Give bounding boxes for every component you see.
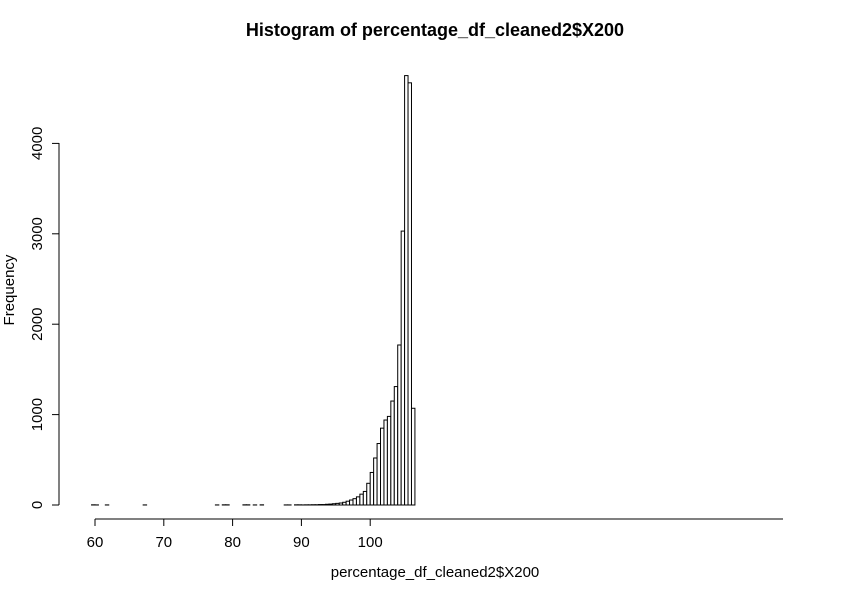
y-tick-label: 2000	[29, 308, 46, 341]
x-axis: 60 70 80 90 100	[87, 518, 783, 551]
x-axis-label: percentage_df_cleaned2$X200	[331, 564, 540, 581]
histogram-bar	[345, 500, 351, 506]
histogram-bar	[335, 502, 340, 506]
histogram-bars	[91, 75, 416, 506]
histogram-bar	[390, 400, 395, 506]
x-tick-label: 60	[87, 534, 104, 551]
histogram-bar	[393, 386, 399, 506]
histogram-bar	[397, 344, 402, 506]
histogram-bar	[366, 482, 371, 506]
histogram-bar	[328, 503, 333, 506]
histogram-bar	[359, 493, 364, 506]
histogram-bar	[338, 502, 344, 506]
histogram-bar	[380, 427, 385, 506]
y-tick-label: 1000	[29, 398, 46, 431]
histogram-bar	[349, 499, 354, 506]
x-tick-label: 80	[224, 534, 241, 551]
histogram-bar	[383, 419, 388, 506]
histogram-bar	[410, 407, 416, 506]
histogram-bar	[342, 501, 347, 506]
x-tick-label: 70	[155, 534, 172, 551]
y-tick-label: 0	[29, 501, 46, 509]
histogram-bar	[373, 457, 378, 506]
histogram-bar	[404, 75, 409, 506]
histogram-bar	[386, 415, 392, 506]
x-tick-label: 90	[293, 534, 310, 551]
histogram-bar	[407, 82, 412, 506]
x-tick-label: 100	[358, 534, 383, 551]
chart-title: Histogram of percentage_df_cleaned2$X200	[246, 20, 624, 40]
y-tick-label: 3000	[29, 217, 46, 250]
histogram-bar	[400, 230, 406, 506]
histogram-bar	[376, 443, 382, 506]
y-tick-label: 4000	[29, 127, 46, 160]
histogram-bar	[331, 503, 337, 506]
histogram-bar	[355, 496, 361, 506]
y-axis: 0 1000 2000 3000 4000	[29, 127, 60, 509]
histogram-bar	[369, 471, 375, 506]
y-axis-label: Frequency	[1, 254, 18, 325]
histogram-bar	[324, 503, 330, 506]
histogram-bar	[362, 490, 368, 506]
histogram-bar	[352, 498, 357, 506]
